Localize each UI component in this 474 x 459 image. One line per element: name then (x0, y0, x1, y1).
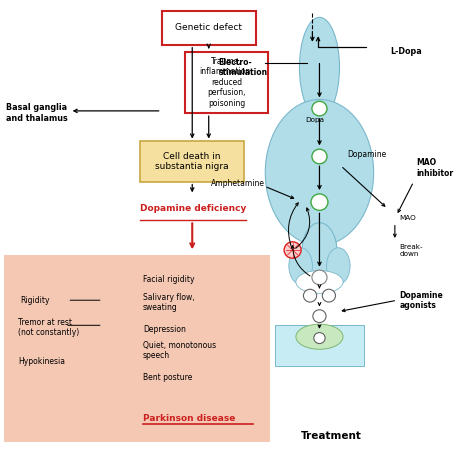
Text: Facial rigidity: Facial rigidity (143, 275, 194, 284)
Text: Cell death in
substantia nigra: Cell death in substantia nigra (155, 152, 229, 171)
Text: Salivary flow,
sweating: Salivary flow, sweating (143, 293, 194, 312)
Text: Hypokinesia: Hypokinesia (18, 357, 65, 366)
Ellipse shape (327, 248, 350, 284)
Circle shape (313, 310, 326, 323)
Text: Amphetamine: Amphetamine (211, 179, 265, 188)
Text: Basal ganglia
and thalamus: Basal ganglia and thalamus (6, 103, 68, 123)
Text: Dopamine
agonists: Dopamine agonists (400, 291, 443, 310)
Text: Tremor at rest
(not constantly): Tremor at rest (not constantly) (18, 318, 79, 337)
Text: Dopamine deficiency: Dopamine deficiency (140, 204, 247, 213)
Ellipse shape (289, 248, 312, 284)
FancyBboxPatch shape (140, 141, 244, 182)
Text: Trauma,
inflammation,
reduced
perfusion,
poisoning: Trauma, inflammation, reduced perfusion,… (200, 57, 253, 108)
FancyBboxPatch shape (185, 51, 268, 113)
Circle shape (311, 194, 328, 210)
Ellipse shape (302, 223, 337, 282)
Text: MAO: MAO (400, 215, 416, 221)
Text: MAO
inhibitor: MAO inhibitor (416, 158, 453, 178)
Circle shape (314, 333, 325, 343)
Circle shape (284, 242, 301, 258)
FancyBboxPatch shape (162, 11, 256, 45)
Ellipse shape (265, 100, 374, 246)
Ellipse shape (296, 270, 343, 293)
Text: Treatment: Treatment (301, 431, 362, 441)
Circle shape (312, 270, 327, 285)
Ellipse shape (296, 324, 343, 349)
Text: Parkinson disease: Parkinson disease (143, 414, 235, 423)
Text: Break-
down: Break- down (400, 244, 423, 257)
Circle shape (312, 101, 327, 116)
Circle shape (312, 149, 327, 164)
Circle shape (322, 289, 336, 302)
FancyBboxPatch shape (275, 325, 364, 366)
Text: Electro-
stimulation: Electro- stimulation (219, 58, 268, 77)
Text: Depression: Depression (143, 325, 186, 334)
Ellipse shape (300, 17, 339, 118)
Text: Quiet, monotonous
speech: Quiet, monotonous speech (143, 341, 216, 360)
Text: Dopamine: Dopamine (348, 150, 387, 159)
Text: L-Dopa: L-Dopa (390, 47, 422, 56)
Text: Dopa: Dopa (305, 117, 324, 123)
Circle shape (303, 289, 317, 302)
FancyBboxPatch shape (4, 255, 270, 442)
Text: Genetic defect: Genetic defect (175, 23, 242, 32)
Text: Rigidity: Rigidity (20, 296, 50, 305)
Text: Bent posture: Bent posture (143, 373, 192, 382)
